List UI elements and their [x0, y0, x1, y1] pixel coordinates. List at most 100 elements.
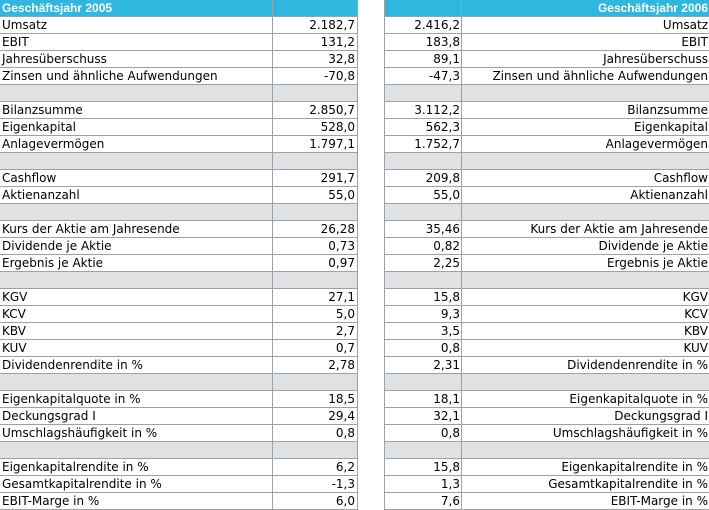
row-label-right: Deckungsgrad I: [462, 408, 709, 425]
spacer-column: [358, 408, 384, 425]
value-2005: 0,73: [273, 238, 358, 255]
value-2005: 0,7: [273, 340, 358, 357]
empty-cell: [384, 272, 462, 289]
empty-cell: [0, 153, 273, 170]
table-row: Jahresüberschuss 32,8 89,1 Jahresüberschuss: [0, 51, 709, 68]
empty-cell: [273, 153, 358, 170]
value-2006: -47,3: [384, 68, 462, 85]
table-row: EBIT 131,2 183,8 EBIT: [0, 34, 709, 51]
table-row: Zinsen und ähnliche Aufwendungen -70,8 -47…: [0, 68, 709, 85]
row-label-right: KBV: [462, 323, 709, 340]
table-row: Kurs der Aktie am Jahresende 26,28 35,46 Ku…: [0, 221, 709, 238]
value-2006: 0,82: [384, 238, 462, 255]
empty-cell: [462, 374, 709, 391]
table-row: KCV 5,0 9,3 KCV: [0, 306, 709, 323]
spacer-column: [358, 187, 384, 204]
row-label-left: KBV: [0, 323, 273, 340]
spacer-column: [358, 442, 384, 459]
table-row: Umsatz 2.182,7 2.416,2 Umsatz: [0, 17, 709, 34]
row-label-left: Umschlagshäufigkeit in %: [0, 425, 273, 442]
row-label-right: Dividende je Aktie: [462, 238, 709, 255]
value-2005: 131,2: [273, 34, 358, 51]
table-row: KBV 2,7 3,5 KBV: [0, 323, 709, 340]
row-label-left: Umsatz: [0, 17, 273, 34]
value-2005: 528,0: [273, 119, 358, 136]
row-label-left: Jahresüberschuss: [0, 51, 273, 68]
separator-row: [0, 442, 709, 459]
spacer-column: [358, 493, 384, 510]
value-2006: 3.112,2: [384, 102, 462, 119]
spacer-column: [358, 17, 384, 34]
value-2006: 15,8: [384, 459, 462, 476]
value-2006: 15,8: [384, 289, 462, 306]
spacer-column: [358, 85, 384, 102]
table-row: Bilanzsumme 2.850,7 3.112,2 Bilanzsumme: [0, 102, 709, 119]
spacer-column: [358, 238, 384, 255]
value-2006: 0,8: [384, 425, 462, 442]
spacer-column: [358, 153, 384, 170]
table-row: Ergebnis je Aktie 0,97 2,25 Ergebnis je Akt…: [0, 255, 709, 272]
value-2006: 32,1: [384, 408, 462, 425]
spacer-column: [358, 374, 384, 391]
row-label-left: KUV: [0, 340, 273, 357]
empty-cell: [273, 272, 358, 289]
table-row: KUV 0,7 0,8 KUV: [0, 340, 709, 357]
spacer-column: [358, 68, 384, 85]
row-label-left: Bilanzsumme: [0, 102, 273, 119]
spacer-column: [358, 34, 384, 51]
empty-cell: [0, 272, 273, 289]
row-label-right: Jahresüberschuss: [462, 51, 709, 68]
empty-cell: [273, 204, 358, 221]
row-label-left: Eigenkapitalrendite in %: [0, 459, 273, 476]
value-2006: 2.416,2: [384, 17, 462, 34]
empty-cell: [273, 374, 358, 391]
row-label-left: KGV: [0, 289, 273, 306]
row-label-left: Deckungsgrad I: [0, 408, 273, 425]
value-2006: 7,6: [384, 493, 462, 510]
value-2006: 89,1: [384, 51, 462, 68]
table-row: Eigenkapital 528,0 562,3 Eigenkapital: [0, 119, 709, 136]
spacer-column: [358, 119, 384, 136]
value-2005: 6,0: [273, 493, 358, 510]
row-label-left: Dividendenrendite in %: [0, 357, 273, 374]
value-2005: -70,8: [273, 68, 358, 85]
spacer-column: [358, 204, 384, 221]
spacer-column: [358, 340, 384, 357]
value-2006: 2,25: [384, 255, 462, 272]
value-2005: 0,8: [273, 425, 358, 442]
row-label-left: Eigenkapitalquote in %: [0, 391, 273, 408]
table-row: Gesamtkapitalrendite in % -1,3 1,3 Gesamtka…: [0, 476, 709, 493]
spacer-column: [358, 221, 384, 238]
empty-cell: [462, 272, 709, 289]
spacer-column: [358, 459, 384, 476]
row-label-right: KUV: [462, 340, 709, 357]
value-2005: 6,2: [273, 459, 358, 476]
table-row: Dividende je Aktie 0,73 0,82 Dividende je A…: [0, 238, 709, 255]
empty-cell: [462, 85, 709, 102]
spacer-column: [358, 323, 384, 340]
empty-cell: [384, 204, 462, 221]
value-2006: 35,46: [384, 221, 462, 238]
value-2006: 209,8: [384, 170, 462, 187]
header-row: Geschäftsjahr 2005 Geschäftsjahr 2006: [0, 0, 709, 17]
empty-cell: [273, 85, 358, 102]
row-label-left: Ergebnis je Aktie: [0, 255, 273, 272]
empty-cell: [384, 442, 462, 459]
row-label-right: Umsatz: [462, 17, 709, 34]
row-label-right: Bilanzsumme: [462, 102, 709, 119]
row-label-right: Zinsen und ähnliche Aufwendungen: [462, 68, 709, 85]
spacer-column: [358, 102, 384, 119]
spacer-column: [358, 289, 384, 306]
value-2005: 29,4: [273, 408, 358, 425]
row-label-right: EBIT: [462, 34, 709, 51]
row-label-right: KGV: [462, 289, 709, 306]
value-2006: 1,3: [384, 476, 462, 493]
empty-cell: [462, 153, 709, 170]
table-row: EBIT-Marge in % 6,0 7,6 EBIT-Marge in %: [0, 493, 709, 510]
row-label-right: Gesamtkapitalrendite in %: [462, 476, 709, 493]
value-2005: 1.797,1: [273, 136, 358, 153]
table-row: Deckungsgrad I 29,4 32,1 Deckungsgrad I: [0, 408, 709, 425]
value-2006: 2,31: [384, 357, 462, 374]
empty-cell: [384, 374, 462, 391]
